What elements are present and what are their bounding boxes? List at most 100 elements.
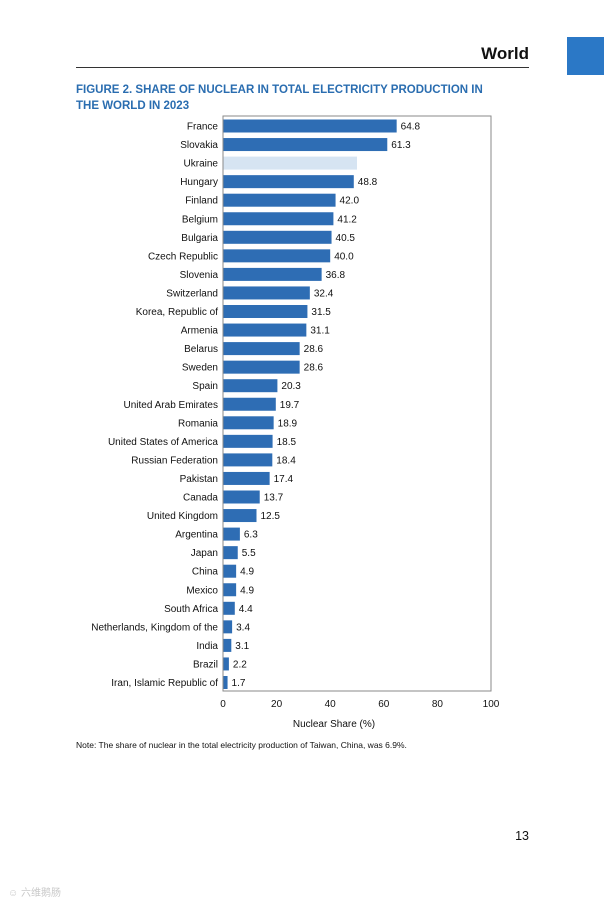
x-tick-label: 80 — [432, 699, 444, 710]
bar — [223, 193, 336, 207]
x-tick-label: 0 — [220, 699, 226, 710]
category-label: United States of America — [108, 437, 218, 448]
x-axis-label: Nuclear Share (%) — [293, 719, 375, 730]
category-label: Canada — [183, 493, 218, 504]
bar — [223, 156, 357, 170]
category-label: Hungary — [180, 177, 218, 188]
data-label: 6.3 — [244, 530, 258, 541]
data-label: 40.0 — [334, 251, 354, 262]
bar — [223, 416, 274, 430]
category-label: Iran, Islamic Republic of — [111, 678, 218, 689]
bar — [223, 360, 300, 374]
category-label: Spain — [192, 381, 218, 392]
data-label: 13.7 — [264, 493, 284, 504]
data-label: 40.5 — [336, 233, 356, 244]
bar — [223, 564, 237, 578]
bar — [223, 249, 331, 263]
category-label: Brazil — [193, 659, 218, 670]
data-label: 4.9 — [240, 567, 254, 578]
category-label: Slovakia — [180, 140, 218, 151]
category-label: Belarus — [184, 344, 218, 355]
data-label: 31.1 — [310, 326, 330, 337]
bar — [223, 620, 233, 634]
x-tick-label: 40 — [325, 699, 337, 710]
figure-title: FIGURE 2. SHARE OF NUCLEAR IN TOTAL ELEC… — [76, 84, 483, 112]
bar — [223, 267, 322, 281]
bar — [223, 527, 240, 541]
data-label: 12.5 — [261, 511, 281, 522]
data-label: 64.8 — [401, 122, 421, 133]
category-label: Korea, Republic of — [136, 307, 218, 318]
x-tick-label: 20 — [271, 699, 283, 710]
category-label: Pakistan — [180, 474, 218, 485]
category-label: Bulgaria — [181, 233, 218, 244]
header-rule — [76, 67, 529, 68]
bar — [223, 583, 237, 597]
category-label: China — [192, 567, 219, 578]
category-label: Switzerland — [166, 288, 218, 299]
bar — [223, 119, 397, 133]
data-label: 18.4 — [276, 455, 296, 466]
category-label: Finland — [185, 196, 218, 207]
bar — [223, 342, 300, 356]
bar — [223, 305, 308, 318]
data-label: 28.6 — [304, 344, 324, 355]
data-label: 2.2 — [233, 659, 247, 670]
x-tick-label: 100 — [483, 699, 500, 710]
data-label: 28.6 — [304, 363, 324, 374]
bar — [223, 434, 273, 448]
bar — [223, 453, 273, 467]
category-label: Netherlands, Kingdom of the — [91, 622, 218, 633]
category-label: Slovenia — [180, 270, 219, 281]
watermark: ☺ 六维鹅肠 — [8, 888, 61, 899]
x-tick-label: 60 — [378, 699, 390, 710]
bar — [223, 138, 388, 152]
data-label: 32.4 — [314, 288, 334, 299]
data-label: 42.0 — [340, 196, 360, 207]
footnote: Note: The share of nuclear in the total … — [76, 740, 407, 750]
bar — [223, 230, 332, 244]
category-label: Japan — [191, 548, 218, 559]
bar — [223, 471, 270, 485]
category-label: Argentina — [175, 530, 218, 541]
data-label: 4.9 — [240, 585, 254, 596]
bar — [223, 657, 229, 671]
bar — [223, 546, 238, 560]
category-label: Ukraine — [184, 159, 219, 170]
data-label: 36.8 — [326, 270, 346, 281]
bar — [223, 509, 257, 523]
bar — [223, 175, 354, 189]
data-label: 19.7 — [280, 400, 300, 411]
category-label: France — [187, 122, 219, 133]
data-label: 20.3 — [281, 381, 301, 392]
data-label: 48.8 — [358, 177, 378, 188]
category-label: Armenia — [181, 326, 219, 337]
data-label: 41.2 — [337, 214, 357, 225]
category-label: India — [196, 641, 218, 652]
data-label: 4.4 — [239, 604, 253, 615]
bar — [223, 490, 260, 504]
data-label: 18.5 — [277, 437, 297, 448]
section-title: World — [481, 44, 529, 63]
bar — [223, 676, 228, 689]
category-label: Belgium — [182, 214, 218, 225]
category-label: South Africa — [164, 604, 218, 615]
category-label: Mexico — [186, 585, 218, 596]
bar — [223, 601, 235, 615]
page-number: 13 — [515, 829, 529, 843]
data-label: 17.4 — [274, 474, 294, 485]
category-label: United Kingdom — [147, 511, 218, 522]
section-tab — [567, 37, 604, 75]
data-label: 18.9 — [278, 418, 298, 429]
bar — [223, 397, 276, 411]
data-label: 1.7 — [232, 678, 246, 689]
data-label: 5.5 — [242, 548, 256, 559]
category-label: Romania — [178, 418, 218, 429]
bar — [223, 638, 232, 652]
category-label: Czech Republic — [148, 251, 218, 262]
category-label: Sweden — [182, 363, 218, 374]
bar — [223, 379, 278, 393]
bar — [223, 323, 307, 337]
data-label: 31.5 — [311, 307, 331, 318]
